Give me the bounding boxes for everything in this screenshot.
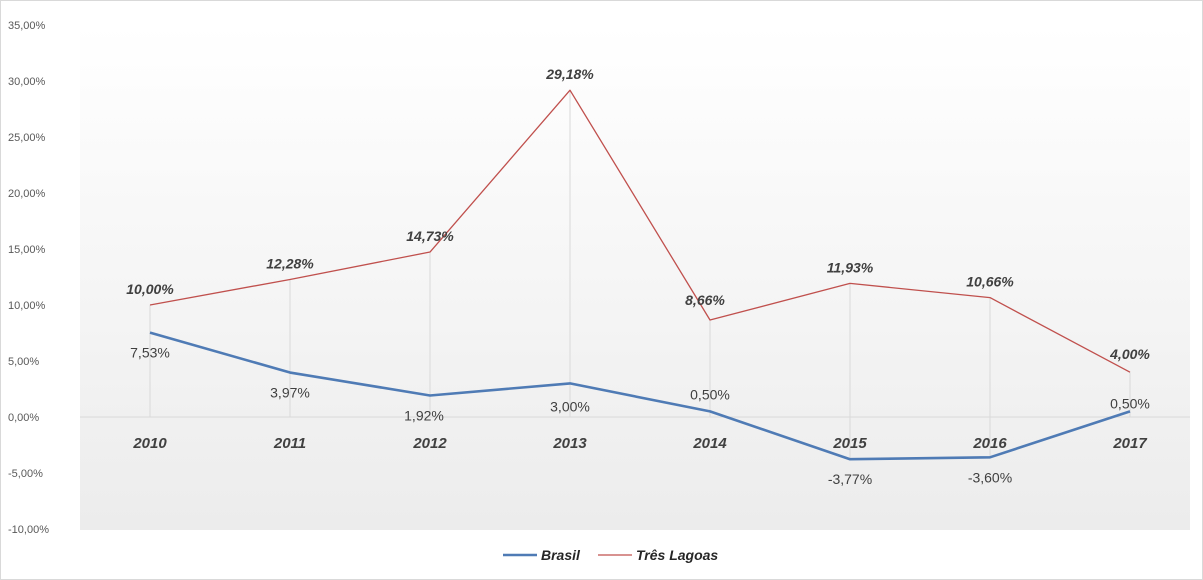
data-label-tres-lagoas: 10,00% [126,281,174,297]
data-label-brasil: 0,50% [690,386,730,402]
legend: Brasil Três Lagoas [503,547,718,563]
series-line-tres-lagoas [149,89,1131,373]
data-label-tres-lagoas: 8,66% [685,292,725,308]
x-axis: 2010 2011 2012 2013 2014 2015 2016 2017 [132,435,1147,452]
plot-area [80,25,1190,530]
y-tick-label: 25,00% [8,132,46,144]
x-tick-label: 2017 [1112,435,1147,452]
data-label-brasil: 1,92% [404,407,444,423]
data-label-tres-lagoas: 29,18% [545,66,594,82]
x-tick-label: 2011 [273,435,306,452]
x-tick-label: 2015 [832,435,867,452]
x-tick-label: 2010 [132,435,167,452]
y-tick-label: 15,00% [8,244,46,256]
data-label-brasil: -3,60% [968,469,1012,485]
data-label-tres-lagoas: 10,66% [966,274,1014,290]
y-tick-label: 5,00% [8,356,39,368]
series-line-brasil [149,331,1131,461]
data-label-brasil: 3,97% [270,385,310,401]
y-tick-label: -10,00% [8,524,49,536]
data-label-tres-lagoas: 11,93% [827,259,874,275]
data-label-brasil: -3,77% [828,471,872,487]
x-tick-label: 2012 [412,435,447,452]
x-tick-label: 2014 [692,435,727,452]
legend-label-tres-lagoas: Três Lagoas [636,547,718,563]
x-tick-label: 2013 [552,435,587,452]
y-tick-label: 0,00% [8,412,39,424]
data-label-tres-lagoas: 4,00% [1109,346,1150,362]
series-lines [149,89,1131,461]
x-tick-label: 2016 [972,435,1007,452]
y-tick-label: -5,00% [8,468,43,480]
data-label-brasil: 0,50% [1110,395,1150,411]
data-labels: 10,00% 12,28% 14,73% 29,18% 8,66% 11,93% 10,66… [126,66,1150,487]
data-label-tres-lagoas: 14,73% [406,228,454,244]
data-label-tres-lagoas: 12,28% [266,255,314,271]
y-tick-label: 10,00% [8,300,46,312]
drop-lines [149,90,1131,460]
y-axis: 35,00% 30,00% 25,00% 20,00% 15,00% 10,00% 5,00… [8,20,49,536]
y-tick-label: 30,00% [8,76,46,88]
legend-label-brasil: Brasil [541,547,581,563]
y-tick-label: 35,00% [8,20,46,32]
y-tick-label: 20,00% [8,188,46,200]
data-label-brasil: 7,53% [130,345,170,361]
data-label-brasil: 3,00% [550,398,590,414]
